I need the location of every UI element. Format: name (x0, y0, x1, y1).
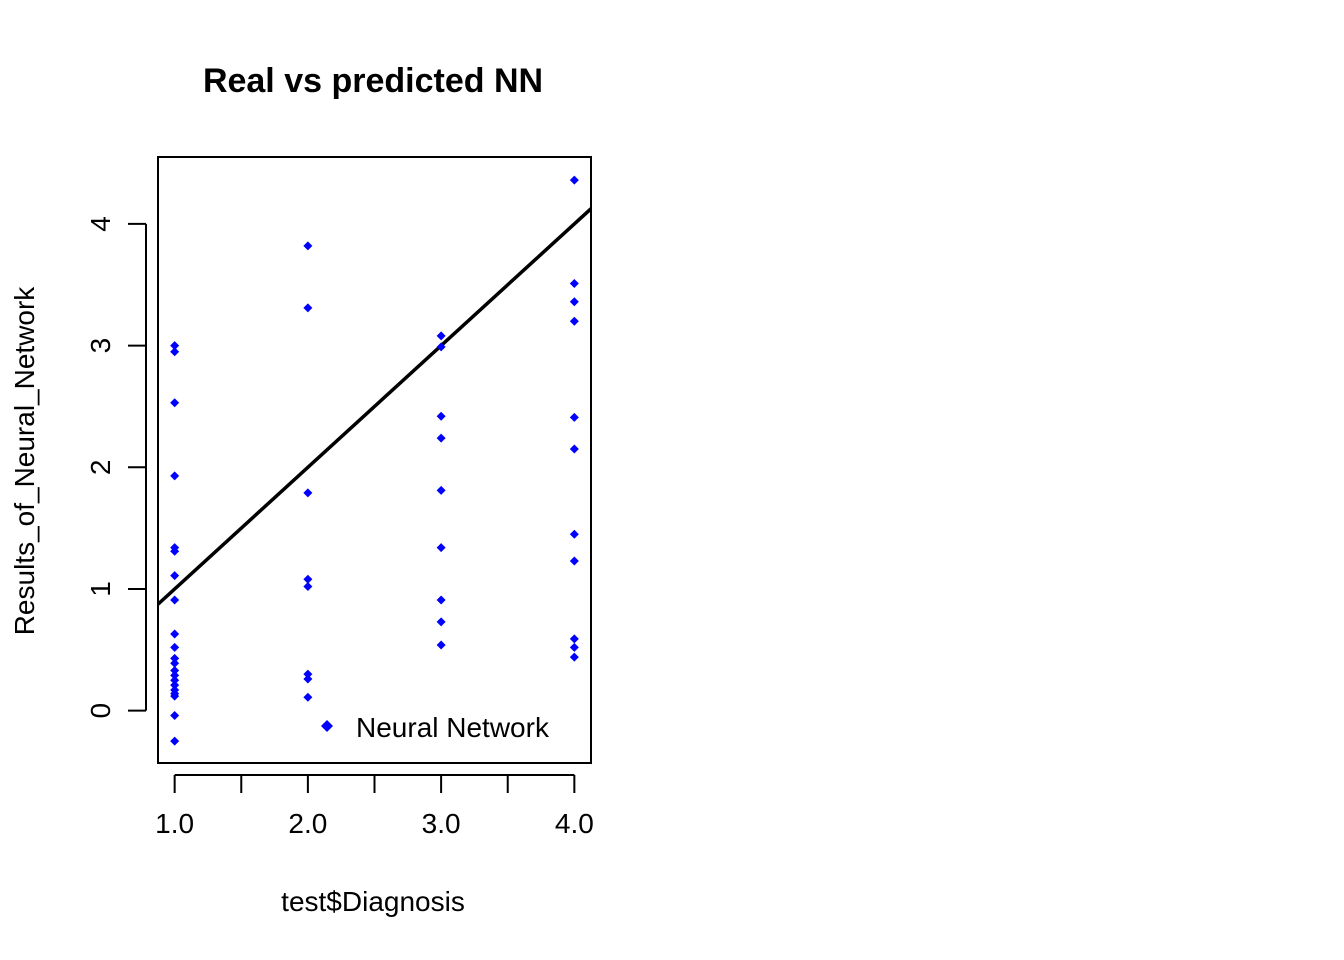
y-tick-label: 4 (85, 216, 116, 232)
data-point (569, 297, 579, 307)
data-point (569, 556, 579, 566)
data-point (569, 529, 579, 539)
x-tick-label: 1.0 (155, 808, 194, 839)
data-point (170, 341, 180, 351)
data-point (303, 674, 313, 684)
data-point (436, 617, 446, 627)
data-point (303, 241, 313, 251)
x-tick-label: 2.0 (288, 808, 327, 839)
data-point (170, 546, 180, 556)
data-point (170, 629, 180, 639)
data-point (170, 653, 180, 663)
data-point (436, 342, 446, 352)
y-tick-label: 3 (85, 338, 116, 354)
y-tick-label: 0 (85, 703, 116, 719)
data-point (170, 347, 180, 357)
data-point (303, 692, 313, 702)
data-point (569, 316, 579, 326)
data-point (569, 175, 579, 185)
data-point (170, 736, 180, 746)
y-tick-label: 1 (85, 581, 116, 597)
data-point (303, 669, 313, 679)
data-point (303, 488, 313, 498)
legend-marker (321, 720, 333, 732)
plot-frame (157, 156, 592, 764)
x-axis-label: test$Diagnosis (281, 886, 465, 917)
y-tick-label: 2 (85, 460, 116, 476)
data-point (436, 595, 446, 605)
data-point (303, 582, 313, 592)
data-point (170, 675, 180, 685)
data-point (569, 444, 579, 454)
x-tick-label: 3.0 (422, 808, 461, 839)
data-point (303, 574, 313, 584)
data-point (436, 331, 446, 341)
data-point (170, 680, 180, 690)
data-point (170, 471, 180, 481)
data-point (436, 433, 446, 443)
data-point (436, 485, 446, 495)
data-point (170, 666, 180, 676)
data-point (170, 642, 180, 652)
data-point (170, 571, 180, 581)
data-point (569, 642, 579, 652)
data-point (170, 670, 180, 680)
y-axis-label: Results_of_Neural_Network (9, 286, 40, 636)
data-point (170, 711, 180, 721)
data-point (569, 279, 579, 289)
data-point (436, 640, 446, 650)
data-point (170, 691, 180, 701)
data-point (569, 634, 579, 644)
data-point (436, 543, 446, 553)
legend: Neural Network (321, 712, 550, 743)
data-point (170, 658, 180, 668)
data-point (436, 411, 446, 421)
x-tick-label: 4.0 (555, 808, 594, 839)
legend-label: Neural Network (356, 712, 550, 743)
data-point (170, 398, 180, 408)
data-point (569, 652, 579, 662)
data-point (170, 595, 180, 605)
chart-title: Real vs predicted NN (203, 62, 543, 100)
reference-line (158, 207, 591, 606)
data-point (569, 412, 579, 422)
data-point (303, 303, 313, 313)
plot-marks: 1.0 2.0 3.0 4.0 0 1 2 3 4 (85, 175, 594, 839)
